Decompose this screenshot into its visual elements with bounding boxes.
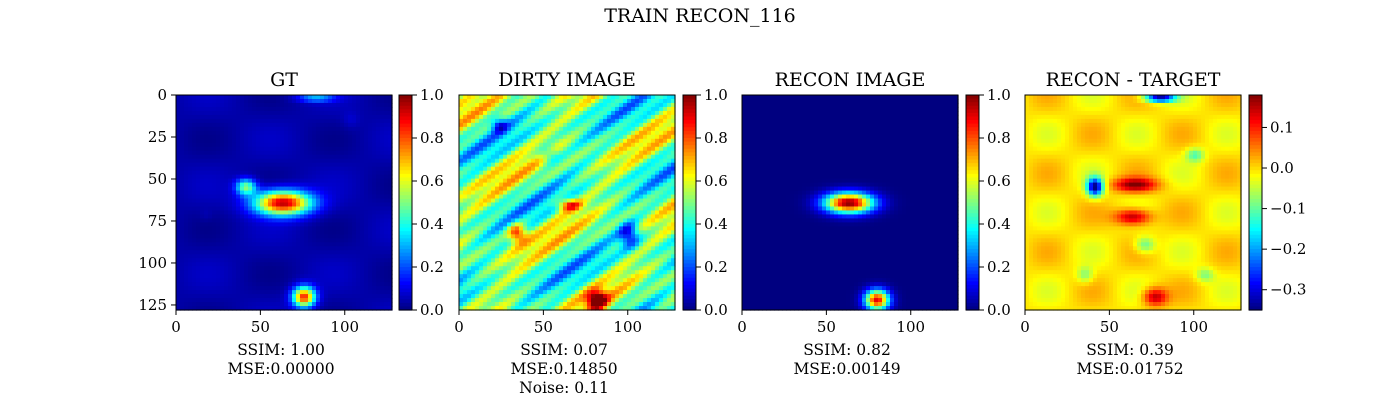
colorbar-tick-label: −0.1 [1270, 200, 1306, 218]
figure-title: TRAIN RECON_116 [604, 5, 796, 27]
colorbar-tick-label: 0.6 [420, 172, 444, 190]
colorbar-tick-label: 0.4 [420, 215, 444, 233]
x-tick-label: 0 [737, 318, 747, 336]
metric-caption: MSE:0.14850 [510, 360, 617, 378]
metric-caption: SSIM: 0.82 [803, 341, 891, 359]
x-tick-label: 50 [1100, 318, 1119, 336]
plot-frame [458, 94, 676, 311]
colorbar-tick-label: 0.2 [987, 258, 1011, 276]
metric-caption: MSE:0.00149 [793, 360, 900, 378]
plot-frame [1024, 94, 1242, 311]
colorbar: 0.0 0.2 0.4 0.6 0.8 1.0 [398, 86, 444, 319]
x-tick-label: 50 [251, 318, 270, 336]
colorbar-tick-label: 0.8 [987, 129, 1011, 147]
heatmap-image [1025, 95, 1242, 311]
colorbar-tick-label: 1.0 [704, 86, 728, 104]
x-tick-label: 100 [1179, 318, 1208, 336]
metric-caption: Noise: 0.11 [519, 379, 609, 397]
colorbar-tick-label: 0.8 [704, 129, 728, 147]
panels: GT 0 50 100 0 25 50 75 100 125 0.0 0.2 0.4 0.6 0.8 1.0 S… [138, 69, 1306, 397]
panel-title: RECON IMAGE [775, 69, 926, 91]
y-tick-label: 50 [148, 170, 167, 188]
y-tick-label: 100 [138, 254, 167, 272]
colorbar-tick-label: −0.2 [1270, 240, 1306, 258]
heatmap-image [176, 95, 393, 311]
heatmap-image [742, 95, 959, 311]
colorbar-tick-label: 0.8 [420, 129, 444, 147]
colorbar-tick-label: 0.0 [704, 301, 728, 319]
panel-title: DIRTY IMAGE [498, 69, 636, 91]
metric-caption: SSIM: 1.00 [237, 341, 325, 359]
y-tick-label: 125 [138, 296, 167, 314]
colorbar-tick-label: 0.0 [987, 301, 1011, 319]
colorbar-tick-label: 0.0 [420, 301, 444, 319]
panel-title: RECON - TARGET [1046, 69, 1221, 91]
panel-4: RECON - TARGET 0 50 100 0.1 0.0 −0.1 −0.2 −0.3 SS… [1020, 69, 1306, 378]
y-tick-label: 75 [148, 212, 167, 230]
colorbar: 0.0 0.2 0.4 0.6 0.8 1.0 [965, 86, 1011, 319]
panel-2: DIRTY IMAGE 0 50 100 0.0 0.2 0.4 0.6 0.8 1.0 SSIM:… [454, 69, 728, 397]
x-tick-label: 0 [1020, 318, 1030, 336]
x-tick-label: 100 [896, 318, 925, 336]
y-tick-label: 25 [148, 128, 167, 146]
x-tick-label: 0 [171, 318, 181, 336]
x-tick-label: 0 [454, 318, 464, 336]
metric-caption: MSE:0.00000 [227, 360, 334, 378]
x-tick-label: 100 [330, 318, 359, 336]
colorbar: 0.1 0.0 −0.1 −0.2 −0.3 [1248, 94, 1306, 311]
plot-frame [741, 94, 959, 311]
colorbar-tick-label: 0.4 [704, 215, 728, 233]
plot-frame [175, 94, 393, 311]
colorbar-tick-label: 0.4 [987, 215, 1011, 233]
colorbar-tick-label: 0.0 [1270, 159, 1294, 177]
colorbar-tick-label: 0.6 [704, 172, 728, 190]
colorbar-tick-label: 0.1 [1270, 118, 1294, 136]
x-tick-label: 100 [613, 318, 642, 336]
metric-caption: SSIM: 0.39 [1086, 341, 1174, 359]
x-tick-label: 50 [817, 318, 836, 336]
panel-3: RECON IMAGE 0 50 100 0.0 0.2 0.4 0.6 0.8 1.0 SSIM:… [737, 69, 1011, 378]
metric-caption: SSIM: 0.07 [520, 341, 608, 359]
colorbar-tick-label: 1.0 [987, 86, 1011, 104]
heatmap-image [459, 95, 676, 311]
colorbar-tick-label: 0.2 [704, 258, 728, 276]
metric-caption: MSE:0.01752 [1076, 360, 1183, 378]
colorbar-tick-label: 1.0 [420, 86, 444, 104]
colorbar-tick-label: −0.3 [1270, 281, 1306, 299]
panel-1: GT 0 50 100 0 25 50 75 100 125 0.0 0.2 0.4 0.6 0.8 1.0 S… [138, 69, 444, 378]
colorbar: 0.0 0.2 0.4 0.6 0.8 1.0 [682, 86, 728, 319]
panel-title: GT [270, 69, 298, 91]
y-tick-label: 0 [157, 86, 167, 104]
colorbar-tick-label: 0.6 [987, 172, 1011, 190]
colorbar-tick-label: 0.2 [420, 258, 444, 276]
x-tick-label: 50 [534, 318, 553, 336]
